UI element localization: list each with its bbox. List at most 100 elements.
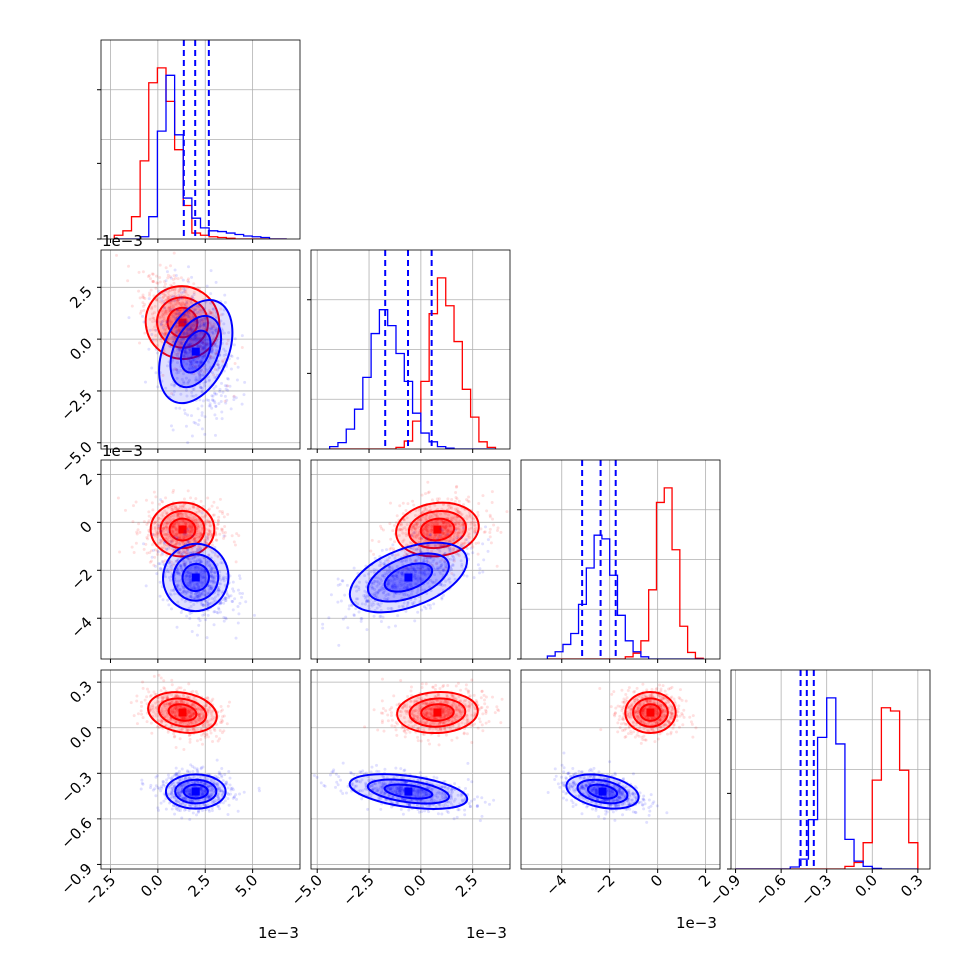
scatter-point (167, 310, 171, 314)
scatter-point (225, 593, 229, 597)
scatter-point (202, 593, 206, 597)
scatter-point (164, 309, 168, 313)
scatter-point (175, 532, 179, 536)
scatter-point (175, 309, 179, 313)
scatter-point (216, 592, 220, 596)
scatter-point (151, 280, 155, 284)
scatter-point (208, 571, 212, 575)
scatter-point (173, 532, 177, 536)
scatter-point (167, 318, 171, 322)
scatter-point (441, 525, 445, 529)
scatter-point (200, 511, 204, 515)
scatter-point (143, 302, 147, 306)
scatter-point (476, 513, 480, 517)
scatter-point (188, 348, 192, 352)
scatter-point (194, 521, 198, 525)
scatter-point (166, 538, 170, 542)
scatter-point (176, 540, 180, 544)
scatter-point (201, 590, 205, 594)
scatter-point (184, 512, 188, 516)
scatter-point (190, 557, 194, 561)
scatter-point (339, 599, 343, 603)
scatter-point (470, 516, 474, 520)
scatter-point (213, 343, 217, 347)
scatter-point (170, 540, 174, 544)
scatter-point (236, 356, 240, 360)
scatter-point (216, 554, 220, 558)
scatter-point (167, 530, 171, 534)
scatter-point (426, 480, 430, 484)
scatter-point (204, 538, 208, 542)
scatter-point (221, 577, 225, 581)
scatter-point (214, 311, 218, 315)
scatter-point (147, 519, 151, 523)
scatter-point (189, 301, 193, 305)
scatter-point (156, 527, 160, 531)
scatter-point (182, 550, 186, 554)
scatter-point (176, 567, 180, 571)
scatter-point (180, 294, 184, 298)
scatter-point (208, 524, 212, 528)
histogram-blue (114, 74, 287, 239)
scatter-point (185, 301, 189, 305)
scatter-point (191, 770, 195, 774)
scatter-point (211, 344, 215, 348)
scatter-point (175, 532, 179, 536)
scatter-point (178, 340, 182, 344)
scatter-point (416, 525, 420, 529)
scatter-point (217, 366, 221, 370)
scatter-point (197, 548, 201, 552)
scatter-point (195, 304, 199, 308)
scatter-point (161, 529, 165, 533)
scatter-point (190, 525, 194, 529)
scatter-point (200, 515, 204, 519)
scatter-point (389, 546, 393, 550)
scatter-point (159, 323, 163, 327)
scatter-point (160, 500, 164, 504)
scatter-point (170, 683, 174, 687)
scatter-point (227, 594, 231, 598)
scatter-point (188, 577, 192, 581)
scatter-point (196, 523, 200, 527)
scatter-point (153, 304, 157, 308)
scatter-point (175, 307, 179, 311)
scatter-point (185, 515, 189, 519)
scatter-point (198, 305, 202, 309)
scatter-point (215, 538, 219, 542)
scatter-point (137, 522, 141, 526)
scatter-point (178, 308, 182, 312)
scatter-point (184, 551, 188, 555)
scatter-point (430, 520, 434, 524)
scatter-point (210, 567, 214, 571)
scatter-point (204, 618, 208, 622)
scatter-point (180, 342, 184, 346)
scatter-point (413, 619, 417, 623)
scatter-point (230, 354, 234, 358)
scatter-point (206, 600, 210, 604)
scatter-point (216, 359, 220, 363)
scatter-point (178, 519, 182, 523)
scatter-point (201, 351, 205, 355)
scatter-point (172, 303, 176, 307)
scatter-point (160, 517, 164, 521)
scatter-point (385, 548, 389, 552)
scatter-point (173, 294, 177, 298)
scatter-point (194, 565, 198, 569)
scatter-point (336, 600, 340, 604)
scatter-point (169, 424, 173, 428)
scatter-point (144, 542, 148, 546)
scatter-point (399, 522, 403, 526)
scatter-point (151, 272, 155, 276)
scatter-point (184, 522, 188, 526)
scatter-point (183, 599, 187, 603)
scatter-point (189, 586, 193, 590)
scatter-point (135, 530, 139, 534)
scatter-point (212, 610, 216, 614)
scatter-point (441, 531, 445, 535)
scatter-point (208, 354, 212, 358)
scatter-point (468, 512, 472, 516)
scatter-point (169, 308, 173, 312)
scatter-point (189, 560, 193, 564)
scatter-point (198, 318, 202, 322)
scatter-point (169, 264, 173, 268)
